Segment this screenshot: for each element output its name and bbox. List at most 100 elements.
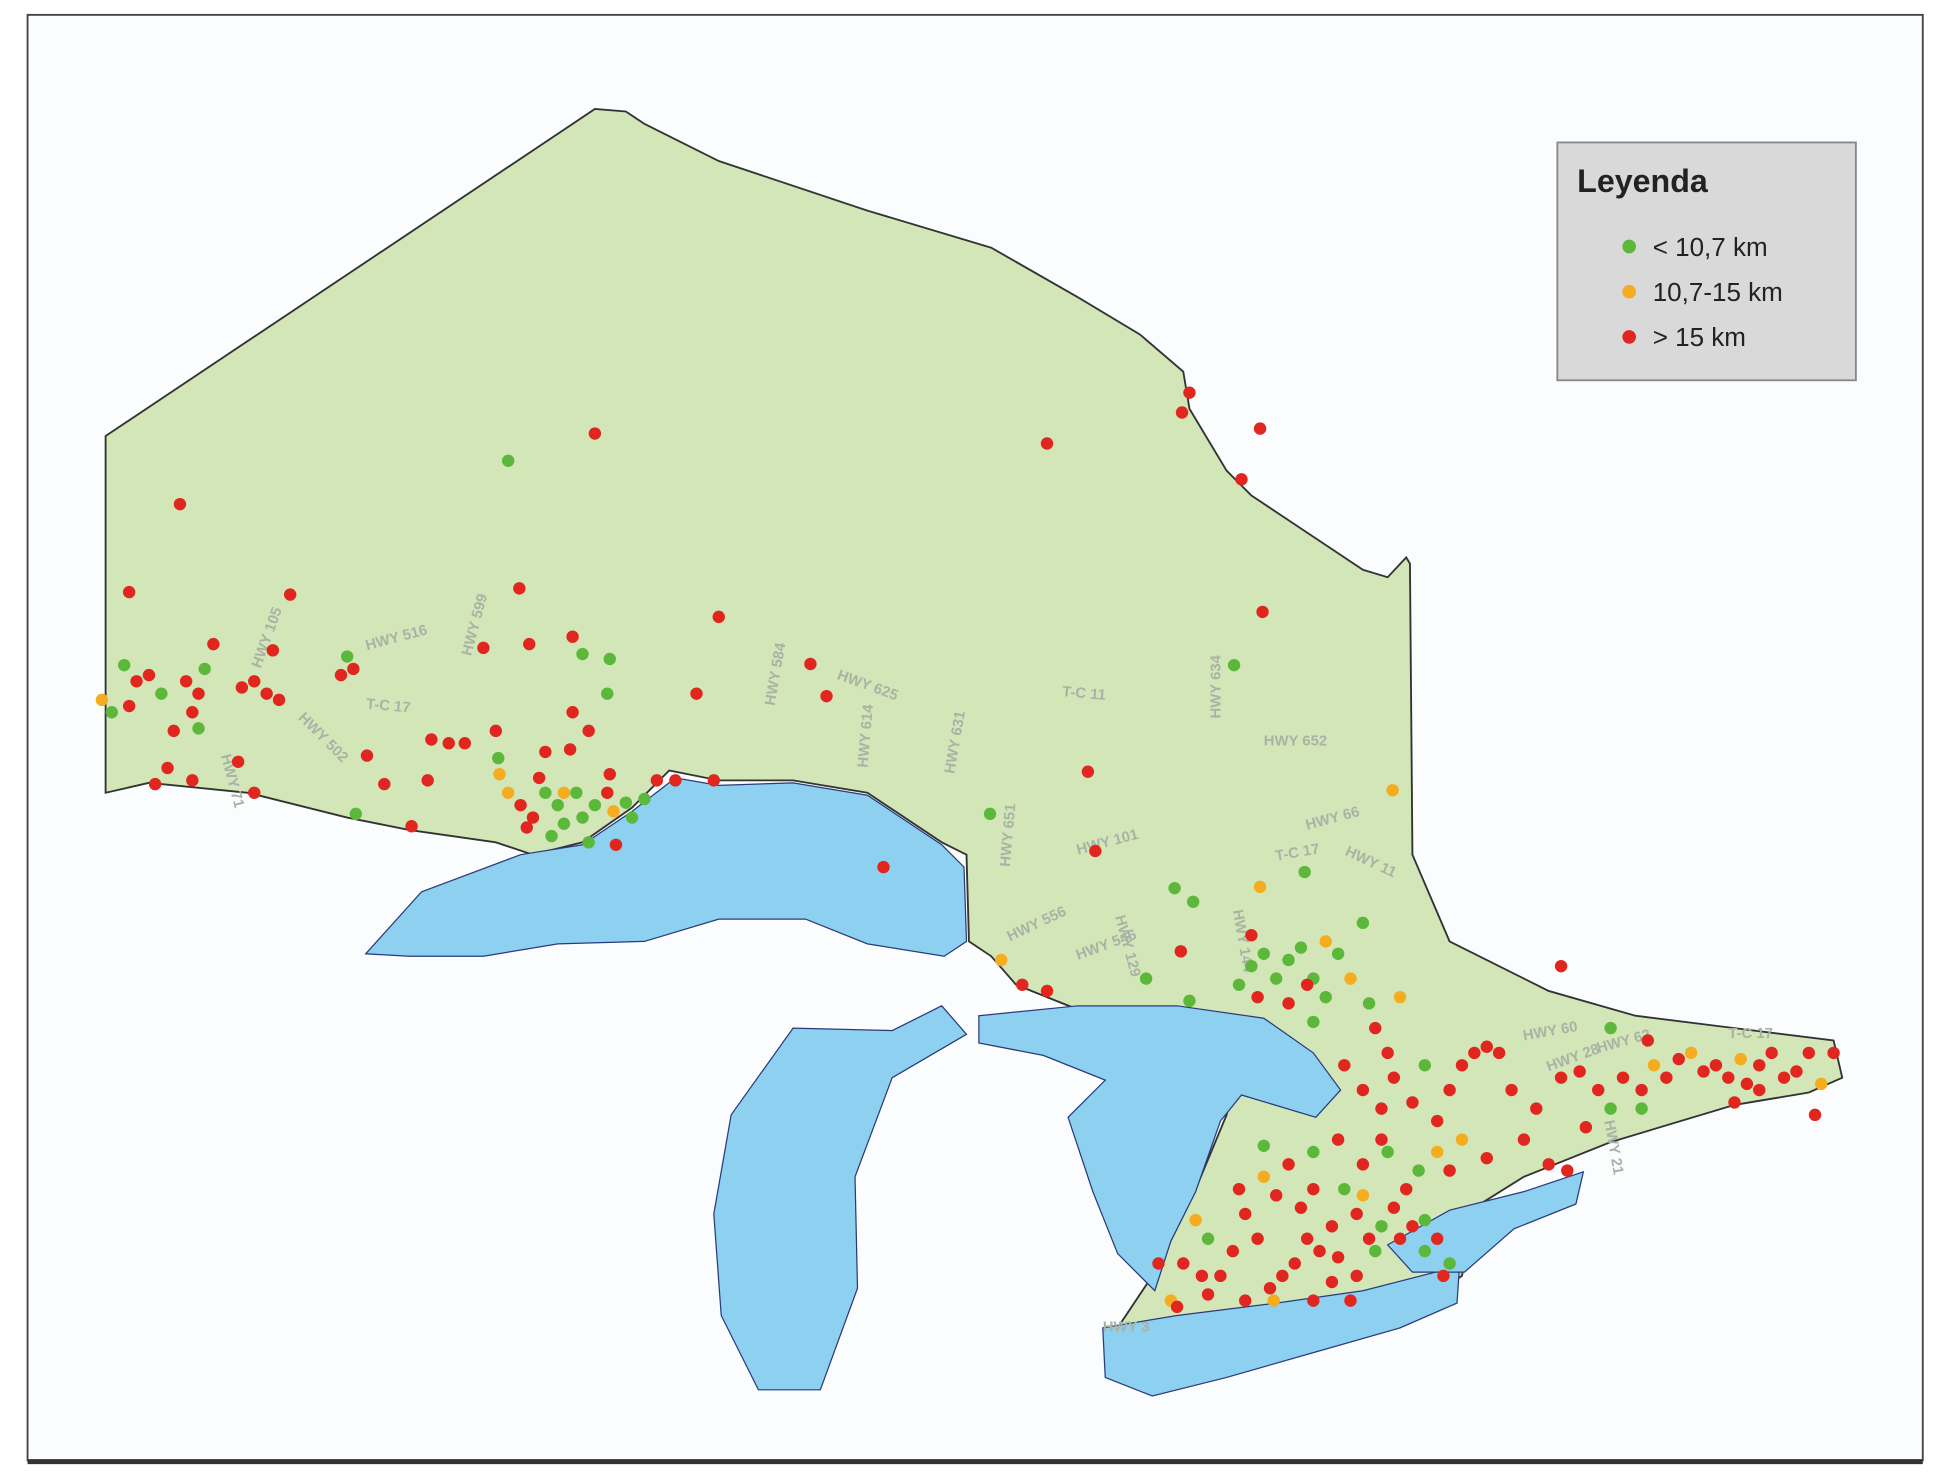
- location-point: [1319, 935, 1332, 948]
- legend-items: < 10,7 km 10,7-15 km > 15 km: [1622, 232, 1783, 352]
- location-point: [638, 792, 651, 806]
- location-point: [493, 767, 506, 781]
- location-point: [582, 836, 595, 849]
- location-point: [1016, 978, 1029, 991]
- location-point: [566, 706, 579, 719]
- location-point: [1256, 605, 1269, 619]
- location-point: [1253, 422, 1267, 435]
- lake-huron: [978, 1005, 1342, 1292]
- location-point: [1298, 865, 1311, 879]
- location-point: [576, 647, 589, 661]
- location-point: [513, 582, 526, 595]
- location-point: [1722, 1071, 1735, 1084]
- road-label: HWY 634: [1208, 654, 1224, 718]
- road-label: T-C 17: [365, 697, 411, 717]
- location-point: [983, 807, 997, 821]
- location-point: [1307, 1145, 1320, 1159]
- location-point: [1592, 1083, 1605, 1097]
- location-point: [1331, 1133, 1345, 1146]
- road-label: HWY 614: [855, 703, 877, 768]
- road-label: T-C 11: [1062, 684, 1107, 704]
- location-point: [405, 820, 418, 833]
- location-point: [1381, 1046, 1394, 1060]
- location-point: [1660, 1071, 1673, 1084]
- location-point: [1227, 658, 1241, 672]
- location-point: [520, 821, 533, 834]
- location-point: [1802, 1046, 1816, 1060]
- location-point: [820, 689, 833, 703]
- location-point: [1201, 1232, 1215, 1245]
- location-point: [514, 798, 527, 812]
- location-point: [1175, 406, 1189, 419]
- location-point: [1542, 1158, 1555, 1171]
- location-point: [1827, 1046, 1840, 1060]
- location-point: [425, 733, 438, 746]
- location-point: [248, 675, 261, 688]
- location-point: [712, 610, 725, 624]
- location-point: [1331, 1251, 1345, 1264]
- legend-swatch: [1622, 284, 1637, 299]
- location-point: [669, 774, 682, 787]
- location-point: [1684, 1046, 1698, 1060]
- location-point: [1325, 1275, 1339, 1289]
- legend-swatch: [1622, 239, 1637, 254]
- location-point: [1288, 1257, 1301, 1270]
- location-point: [1282, 997, 1295, 1010]
- location-point: [1635, 1083, 1648, 1097]
- location-point: [532, 771, 546, 785]
- location-point: [334, 668, 348, 682]
- location-point: [1573, 1065, 1586, 1078]
- location-point: [1081, 765, 1095, 778]
- location-point: [557, 817, 571, 830]
- location-point: [1635, 1102, 1648, 1115]
- location-point: [1313, 1244, 1326, 1258]
- location-point: [1214, 1269, 1227, 1283]
- location-point: [117, 658, 131, 672]
- location-point: [1672, 1052, 1685, 1066]
- location-point: [1443, 1083, 1456, 1097]
- location-point: [601, 687, 614, 700]
- location-point: [1375, 1220, 1388, 1233]
- location-point: [1263, 1282, 1277, 1295]
- location-point: [266, 644, 280, 657]
- location-point: [1338, 1182, 1351, 1196]
- location-point: [1641, 1034, 1654, 1047]
- location-point: [690, 687, 703, 700]
- location-point: [173, 497, 187, 511]
- location-point: [231, 755, 245, 768]
- location-point: [1647, 1059, 1661, 1072]
- location-point: [1356, 916, 1370, 930]
- location-point: [161, 761, 174, 775]
- location-point: [545, 829, 558, 843]
- location-point: [1406, 1220, 1419, 1233]
- location-point: [1232, 978, 1246, 991]
- location-point: [1300, 1232, 1314, 1245]
- location-point: [489, 724, 502, 738]
- location-point: [1808, 1108, 1822, 1122]
- road-label: T-C 17: [1728, 1026, 1773, 1042]
- location-point: [1257, 1170, 1270, 1183]
- location-point: [1604, 1102, 1617, 1115]
- location-point: [1177, 1257, 1190, 1270]
- location-point: [198, 662, 211, 676]
- location-point: [1554, 1071, 1568, 1084]
- location-point: [1338, 1059, 1351, 1072]
- location-point: [1492, 1046, 1506, 1060]
- location-point: [492, 751, 505, 765]
- location-point: [1418, 1244, 1432, 1258]
- location-point: [1505, 1083, 1518, 1097]
- location-point: [1201, 1288, 1215, 1301]
- location-point: [1554, 959, 1568, 973]
- location-point: [1294, 941, 1308, 954]
- legend-box: [1556, 141, 1857, 382]
- location-point: [1393, 1232, 1407, 1245]
- location-point: [148, 777, 162, 791]
- location-point: [1765, 1046, 1778, 1060]
- location-point: [1189, 1213, 1202, 1227]
- location-point: [1561, 1164, 1574, 1177]
- road-label: HWY 651: [998, 803, 1019, 867]
- location-point: [1709, 1059, 1723, 1072]
- location-point: [1455, 1059, 1469, 1072]
- location-point: [1387, 1201, 1401, 1214]
- location-point: [1089, 844, 1102, 858]
